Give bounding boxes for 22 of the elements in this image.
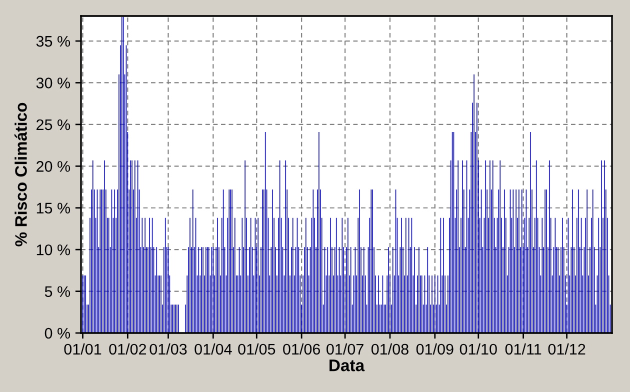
y-tick-label: 15 % xyxy=(36,202,70,214)
y-tick-label: 20 % xyxy=(36,161,70,172)
x-tick-label: 01/04 xyxy=(194,343,232,355)
y-axis-title: % Risco Climático xyxy=(14,102,27,246)
y-tick-label: 25 % xyxy=(36,119,70,130)
x-tick-label: 01/12 xyxy=(548,343,586,355)
y-tick-label: 30 % xyxy=(36,78,70,88)
x-tick-label: 01/07 xyxy=(326,343,364,355)
x-axis-title: Data xyxy=(330,360,365,372)
y-tick-label: 35 % xyxy=(36,36,70,47)
x-tick-label: 01/11 xyxy=(505,343,542,355)
y-tick-label: 5 % xyxy=(44,286,70,297)
y-tick-label: 10 % xyxy=(36,244,70,256)
x-tick-label: 01/02 xyxy=(109,343,146,355)
x-tick-label: 01/06 xyxy=(283,343,320,355)
y-tick-label: 0 % xyxy=(44,328,70,339)
x-tick-label: 01/03 xyxy=(150,343,187,355)
x-tick-label: 01/08 xyxy=(371,343,408,355)
x-tick-label: 01/05 xyxy=(238,343,276,355)
x-tick-label: 01/01 xyxy=(64,343,102,355)
x-tick-label: 01/09 xyxy=(416,343,454,355)
x-tick-label: 01/10 xyxy=(460,343,497,355)
